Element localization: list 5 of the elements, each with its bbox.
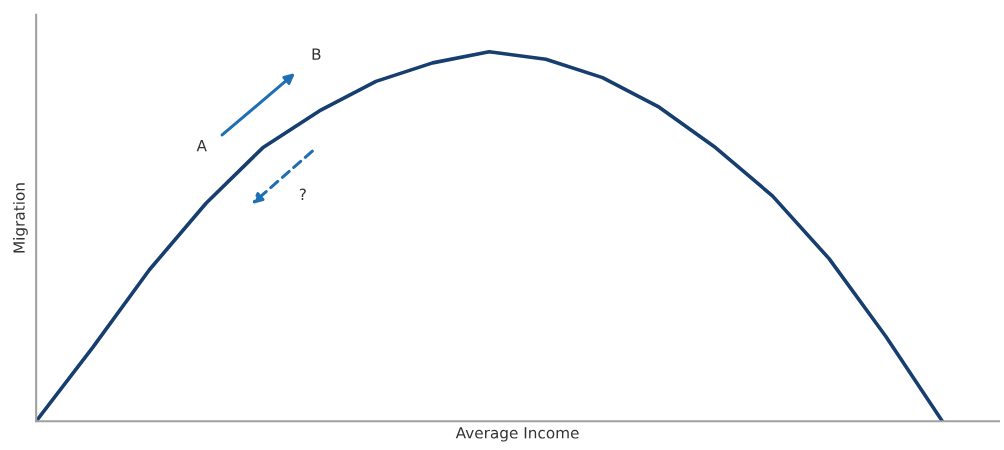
annotation: ?	[299, 188, 306, 200]
annotation: B	[312, 48, 321, 60]
annotation: A	[196, 139, 207, 152]
y-axis-title: Migration	[13, 183, 28, 253]
x-axis-title: Average Income	[455, 427, 579, 442]
